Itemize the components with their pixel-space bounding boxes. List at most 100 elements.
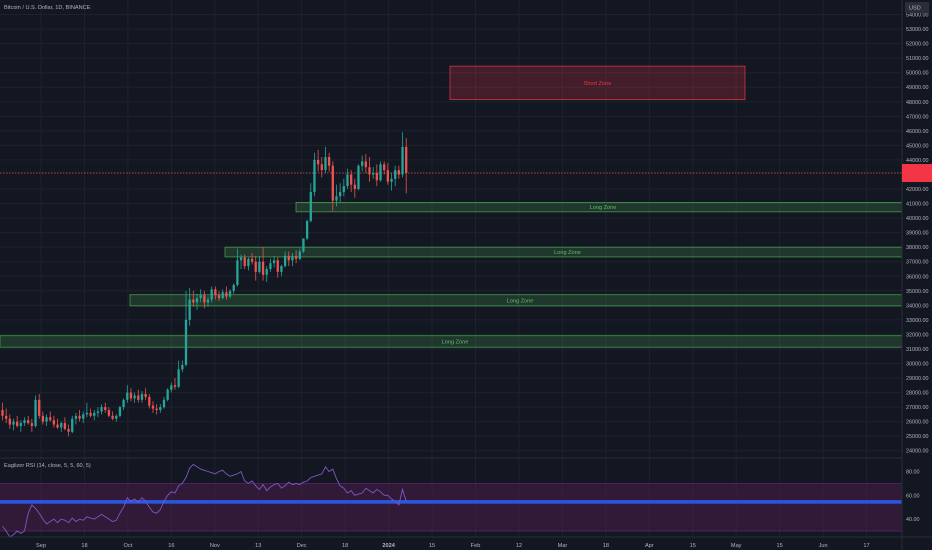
candle-body: [375, 173, 378, 181]
candle-body: [41, 415, 45, 422]
price-tick-label: 27000.00: [906, 405, 928, 411]
candle-body: [118, 407, 122, 416]
candle-body: [78, 415, 81, 419]
candle-body: [390, 178, 393, 182]
candle-body: [383, 164, 386, 171]
price-tick-label: 31000.00: [906, 347, 928, 353]
price-tick-label: 49000.00: [906, 85, 928, 91]
candle-body: [401, 146, 404, 175]
price-tick-label: 37000.00: [906, 260, 928, 266]
price-tick-label: 41000.00: [906, 202, 928, 208]
candle-body: [166, 389, 169, 400]
candle-body: [261, 261, 265, 275]
price-tick-label: 38000.00: [906, 245, 928, 251]
zone-label: Long Zone: [442, 339, 469, 345]
candle-body: [63, 423, 67, 429]
candle-body: [126, 392, 129, 400]
time-axis[interactable]: Sep 18 Oct 16 Nov 13 Dec 18 2024 15 Feb 12 Mar 18 Apr 1…: [36, 543, 870, 549]
candle-body: [173, 385, 177, 387]
candle-body: [23, 420, 26, 424]
rsi-pane[interactable]: [0, 463, 902, 538]
time-tick-label: 13: [255, 543, 261, 549]
zone-label: Short Zone: [584, 81, 612, 87]
grid: [0, 0, 902, 537]
candle-body: [177, 369, 180, 387]
candle-body: [5, 415, 8, 419]
zones: Short Zone Long Zone Long Zone Long Zone Lon…: [0, 65, 903, 348]
currency-badge[interactable]: [905, 2, 929, 13]
candle-body: [232, 284, 235, 291]
candle-body: [335, 196, 338, 201]
candle-body: [239, 257, 243, 261]
zone-label: Long Zone: [507, 298, 534, 304]
candle-body: [67, 428, 70, 432]
candle-body: [379, 164, 382, 181]
candle-body: [12, 421, 15, 425]
candle-body: [350, 174, 353, 185]
candle-body: [107, 410, 111, 416]
candle-body: [195, 298, 199, 303]
candle-body: [342, 186, 345, 192]
candle-body: [8, 418, 11, 425]
candle-body: [338, 191, 342, 197]
price-tick-label: 35000.00: [906, 289, 928, 295]
price-axis[interactable]: 54000.00 53000.00 52000.00 51000.00 50000.00…: [902, 13, 932, 524]
candle-body: [34, 399, 37, 427]
candle-body: [133, 395, 136, 399]
candle-body: [111, 415, 114, 419]
candle-body: [140, 394, 144, 400]
candle-body: [327, 157, 331, 166]
time-tick-label: 12: [516, 543, 522, 549]
zone-label: Long Zone: [590, 205, 617, 211]
candle-body: [155, 408, 158, 411]
candle-body: [74, 415, 78, 419]
time-tick-label: 15: [429, 543, 435, 549]
candle-body: [280, 266, 283, 272]
candle-body: [122, 399, 125, 408]
candle-body: [1, 410, 4, 416]
price-tick-label: 44000.00: [906, 158, 928, 164]
time-tick-label: Sep: [36, 543, 46, 549]
rsi-tick-label: 40.00: [906, 517, 920, 523]
candle-body: [243, 257, 246, 267]
time-tick-label: Oct: [124, 543, 133, 549]
zone-label: Long Zone: [554, 250, 581, 256]
rsi-overbought-oversold-band: [0, 483, 902, 532]
time-tick-label: Dec: [297, 543, 307, 549]
candle-body: [254, 261, 257, 272]
candle-body: [298, 251, 301, 259]
price-tick-label: 32000.00: [906, 332, 928, 338]
price-tick-label: 30000.00: [906, 361, 928, 367]
price-tick-label: 47000.00: [906, 114, 928, 120]
candle-body: [331, 165, 334, 201]
candle-body: [170, 385, 173, 390]
candle-body: [364, 161, 367, 168]
candles[interactable]: [1, 132, 408, 437]
time-tick-label: Nov: [210, 543, 220, 549]
candle-body: [210, 289, 213, 300]
price-tick-label: 52000.00: [906, 42, 928, 48]
candle-body: [203, 295, 206, 303]
price-tick-label: 36000.00: [906, 274, 928, 280]
candle-body: [82, 414, 85, 419]
rsi-line: [2, 463, 407, 538]
price-tick-label: 46000.00: [906, 129, 928, 135]
candle-body: [291, 255, 294, 261]
price-tick-label: 39000.00: [906, 231, 928, 237]
candle-body: [305, 221, 309, 239]
time-tick-label: 18: [342, 543, 348, 549]
candle-body: [276, 260, 279, 272]
candle-body: [236, 260, 239, 285]
rsi-tick-label: 80.00: [906, 470, 920, 476]
price-tick-label: 54000.00: [906, 13, 928, 19]
candle-body: [320, 164, 323, 171]
time-tick-label: Mar: [558, 543, 568, 549]
candle-body: [192, 299, 195, 303]
candle-body: [214, 289, 217, 296]
candle-body: [221, 292, 224, 299]
candle-body: [104, 407, 107, 411]
candle-body: [228, 290, 232, 297]
time-tick-label: 2024: [382, 543, 395, 549]
candle-body: [49, 417, 52, 421]
